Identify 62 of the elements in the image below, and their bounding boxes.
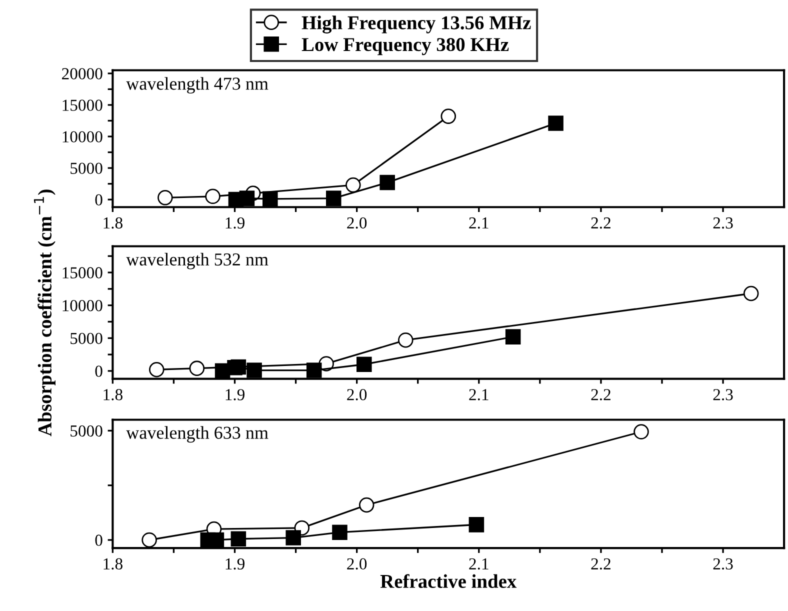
x-tick-label: 1.8 [104,217,122,229]
x-tick-label: 2.2 [591,389,610,400]
x-tick-label: 2.1 [469,389,488,400]
point [326,190,342,206]
legend-label: High Frequency 13.56 MHz [302,16,531,34]
x-tick-label: 1.9 [226,389,244,400]
x-tick-label: 2.3 [713,217,733,229]
x-tick-label: 1.8 [104,558,122,570]
y-tick-label: 10000 [62,131,102,142]
point [239,190,255,206]
point [346,177,361,193]
x-tick-label: 2.3 [713,558,733,570]
y-tick-label: 0 [95,534,102,546]
y-tick-label: 5000 [70,332,102,344]
x-tick-label: 1.8 [104,389,122,400]
point [286,530,301,546]
point [306,362,322,378]
y-tick-label: 5000 [70,425,102,437]
y-tick-label: 15000 [62,267,102,278]
y-tick-label: 15000 [62,100,102,111]
x-tick-label: 1.9 [226,217,244,229]
y-tick-label: 0 [95,366,102,377]
y-tick-label: 20000 [62,68,102,80]
point [743,286,759,302]
x-tick-label: 2.1 [469,217,488,229]
legend-label: Low Frequency 380 KHz [302,38,509,56]
x-tick-label: 2.1 [469,558,488,570]
point [189,360,205,376]
x-tick-label: 1.9 [226,558,244,570]
y-tick-label: 0 [95,194,102,206]
point [548,116,564,131]
annotation: wavelength 633 nm [126,426,268,443]
point [208,532,224,548]
point [440,108,456,124]
y-tick-label: 5000 [70,162,102,174]
point [380,174,395,190]
point [158,190,173,206]
point [246,362,262,378]
y-tick-label: 10000 [62,300,102,312]
point [398,332,414,348]
point [148,362,164,378]
x-tick-label: 2.0 [347,217,367,229]
x-tick-label: 2.2 [591,558,610,570]
point [358,497,374,513]
point [230,359,246,375]
x-tick-label: 2.0 [347,389,367,400]
point [332,524,348,540]
point [230,531,246,547]
point [262,191,278,207]
y-axis-title: Absorption coefficient (cm$^{−1}$) [34,190,56,436]
x-axis-title: Refractive index [380,574,517,588]
point [468,517,484,532]
point [205,188,220,204]
point [505,329,521,344]
point [142,532,157,548]
point [634,424,649,440]
x-tick-label: 2.3 [713,389,733,400]
x-tick-label: 2.0 [347,558,367,570]
point [356,356,372,372]
annotation: wavelength 473 nm [126,77,268,94]
x-tick-label: 2.2 [591,217,610,229]
annotation: wavelength 532 nm [126,252,268,270]
